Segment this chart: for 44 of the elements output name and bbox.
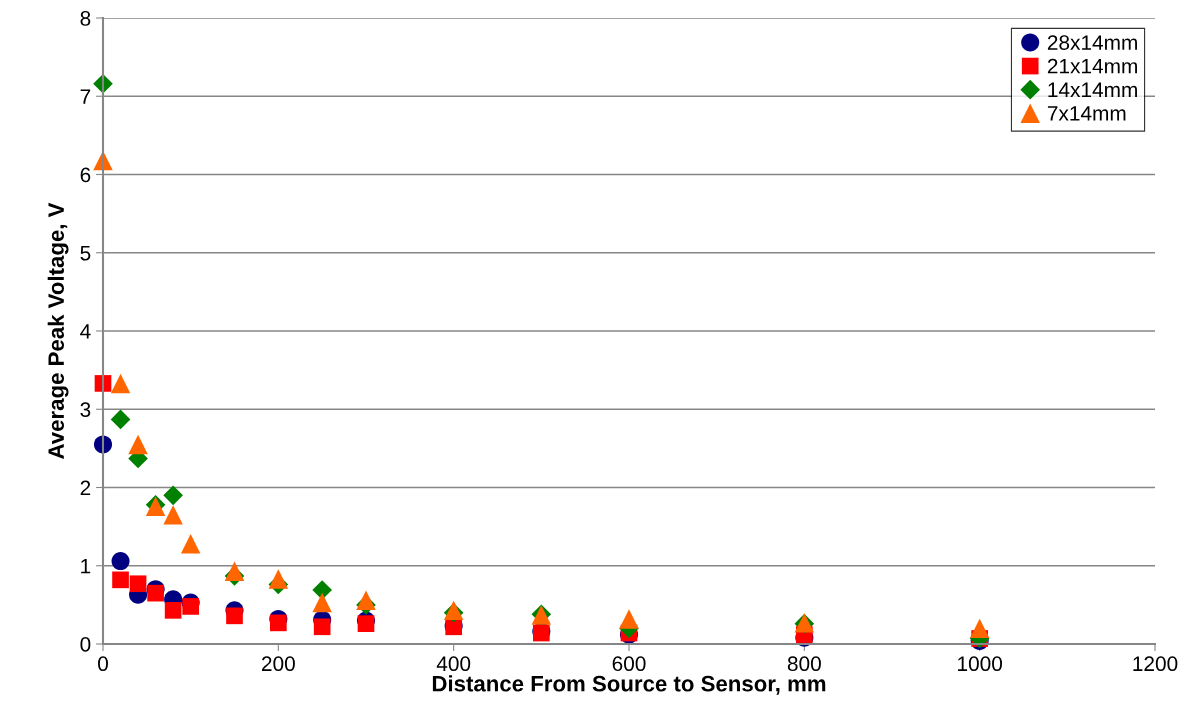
point xyxy=(268,569,289,589)
y-tick-label: 7 xyxy=(80,89,91,104)
point xyxy=(110,409,131,430)
point xyxy=(619,609,639,629)
y-tick-label: 5 xyxy=(80,245,91,261)
point xyxy=(110,373,131,394)
point xyxy=(111,552,130,571)
point xyxy=(969,618,990,639)
point xyxy=(147,584,164,602)
y-tick-label: 0 xyxy=(80,637,91,652)
x-tick-label: 400 xyxy=(436,656,471,672)
point xyxy=(163,505,183,525)
x-tick-label: 1200 xyxy=(1133,656,1178,672)
y-tick-label: 1 xyxy=(81,558,91,574)
point xyxy=(112,571,129,589)
y-axis-title: Average Peak Voltage, V xyxy=(47,202,69,459)
point xyxy=(312,592,332,613)
x-tick-label: 600 xyxy=(612,656,646,672)
x-tick-label: 1000 xyxy=(958,656,1003,672)
point xyxy=(356,590,376,610)
point xyxy=(180,534,201,554)
legend-label: 21x14mm xyxy=(1047,58,1137,74)
point xyxy=(129,575,147,593)
y-tick-label: 2 xyxy=(80,480,91,496)
point xyxy=(226,607,243,625)
legend-label: 7x14mm xyxy=(1047,106,1126,121)
point xyxy=(313,618,331,636)
y-tick-label: 3 xyxy=(80,402,91,417)
x-tick-label: 200 xyxy=(262,656,295,672)
y-tick-label: 4 xyxy=(80,324,91,339)
point xyxy=(357,615,375,632)
point xyxy=(182,598,199,615)
point xyxy=(163,485,183,506)
point xyxy=(270,614,287,632)
point xyxy=(164,602,182,619)
x-tick-label: 800 xyxy=(787,656,821,672)
x-axis-title: Distance From Source to Sensor, mm xyxy=(432,675,826,695)
legend-label: 28x14mm xyxy=(1047,35,1137,50)
point xyxy=(128,434,148,455)
y-tick-label: 6 xyxy=(80,167,91,183)
legend-label: 14x14mm xyxy=(1048,82,1137,97)
y-tick-label: 8 xyxy=(80,11,91,26)
point xyxy=(224,561,245,581)
x-tick-label: 0 xyxy=(98,656,108,672)
